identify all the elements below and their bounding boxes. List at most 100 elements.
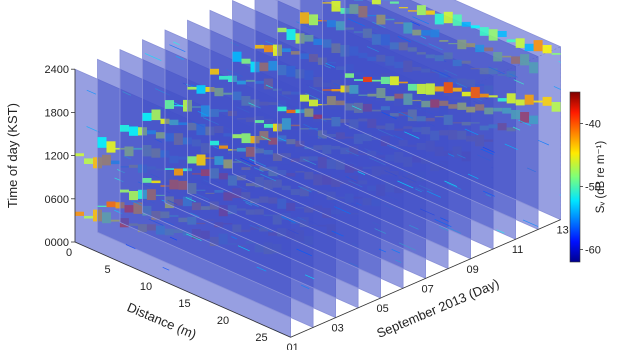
echo-speckle xyxy=(265,84,274,89)
layer-cell xyxy=(389,76,399,86)
echo-speckle xyxy=(162,266,170,271)
layer-cell xyxy=(151,180,161,184)
y-tick-label: 1800 xyxy=(45,107,69,119)
echo-speckle xyxy=(558,61,561,63)
layer-cell xyxy=(165,168,174,170)
echo-speckle xyxy=(464,128,479,136)
layer-cell xyxy=(151,109,161,121)
echo-speckle xyxy=(256,266,267,272)
layer-cell xyxy=(241,58,251,64)
echo-speckle xyxy=(304,274,315,280)
layer-cell xyxy=(219,75,228,80)
layer-cell xyxy=(142,178,152,183)
layer-cell xyxy=(129,191,138,201)
layer-cell xyxy=(322,2,332,4)
layer-cell xyxy=(470,87,480,98)
distance-tick-label: 15 xyxy=(178,298,190,310)
echo-speckle xyxy=(325,62,336,68)
echo-speckle xyxy=(351,105,362,111)
layer-cell xyxy=(264,45,273,53)
layer-cell xyxy=(142,112,152,121)
day-slices xyxy=(74,0,561,338)
echo-speckle xyxy=(347,18,365,27)
echo-speckle xyxy=(175,55,185,61)
layer-cell xyxy=(461,21,471,27)
layer-cell xyxy=(479,93,489,98)
echo-speckle xyxy=(381,111,397,120)
layer-cell xyxy=(255,120,264,123)
layer-cell xyxy=(97,137,107,148)
x-tick-label: 11 xyxy=(512,244,523,256)
echo-speckle xyxy=(447,153,455,157)
distance-axis-line xyxy=(74,241,291,338)
echo-speckle xyxy=(412,16,430,25)
layer-cell xyxy=(371,79,381,82)
echo-speckle xyxy=(261,136,271,141)
layer-cell xyxy=(363,76,372,82)
y-tick-label: 0000 xyxy=(45,237,69,249)
y-tick-label: 0600 xyxy=(45,194,69,206)
layer-cell xyxy=(461,91,471,97)
layer-cell xyxy=(286,29,296,40)
echo-speckle xyxy=(434,218,452,228)
layer-cell xyxy=(97,205,107,207)
echo-speckle xyxy=(496,229,505,234)
layer-cell xyxy=(210,68,219,75)
echo-speckle xyxy=(197,110,209,117)
layer-cell xyxy=(300,94,309,102)
echo-speckle xyxy=(296,248,313,257)
layer-cell xyxy=(452,14,462,26)
x-tick-label: 05 xyxy=(376,303,388,315)
day-slice xyxy=(344,0,561,221)
echo-speckle xyxy=(482,146,495,153)
layer-cell xyxy=(309,14,318,26)
echo-speckle xyxy=(426,190,442,198)
echo-speckle xyxy=(213,146,219,150)
echo-speckle xyxy=(420,35,427,39)
layer-cell xyxy=(425,10,435,15)
x-axis-title: September 2013 (Day) xyxy=(374,276,501,341)
layer-cell xyxy=(219,145,228,149)
slice-panel xyxy=(344,0,561,221)
echo-speckle xyxy=(522,219,539,227)
distance-tick-label: 20 xyxy=(217,315,229,327)
layer-cell xyxy=(497,31,507,37)
echo-speckle xyxy=(444,180,458,187)
echo-speckle xyxy=(144,53,162,61)
y-axis-title: Time of day (KST) xyxy=(5,103,20,208)
colorbar-tick-label: -60 xyxy=(585,244,601,256)
layer-cell xyxy=(84,158,93,164)
layer-cell xyxy=(416,83,426,94)
layer-cell xyxy=(443,82,453,93)
echo-speckle xyxy=(131,200,143,206)
layer-cell xyxy=(416,5,426,16)
layer-cell xyxy=(551,53,561,55)
echo-speckle xyxy=(482,190,495,197)
x-tick-label: 13 xyxy=(556,225,568,237)
echo-speckle xyxy=(391,248,401,254)
layer-cell xyxy=(407,83,417,91)
echo-speckle xyxy=(538,139,550,146)
layer-cell xyxy=(75,153,84,157)
layer-cell xyxy=(120,189,129,193)
layer-cell xyxy=(542,45,552,54)
colorbar-ticks: -40 -50 -60 xyxy=(580,118,601,256)
layer-cell xyxy=(210,140,219,146)
layer-cell xyxy=(165,100,174,109)
layer-cell xyxy=(354,79,363,81)
echo-speckle xyxy=(518,119,531,126)
layer-cell xyxy=(380,76,390,84)
echo-speckle xyxy=(504,143,518,151)
layer-cell xyxy=(232,134,242,139)
echo-speckle xyxy=(404,131,420,139)
y-tick-label: 1200 xyxy=(45,151,69,163)
echo-speckle xyxy=(480,148,494,155)
layer-cell xyxy=(331,89,341,92)
echo-speckle xyxy=(357,171,366,176)
layer-cell xyxy=(277,27,287,33)
layer-cell xyxy=(443,11,453,24)
y-tick-label: 2400 xyxy=(45,64,69,76)
layer-cell xyxy=(371,0,381,5)
layer-cell xyxy=(434,13,444,25)
layer-cell xyxy=(196,154,206,166)
